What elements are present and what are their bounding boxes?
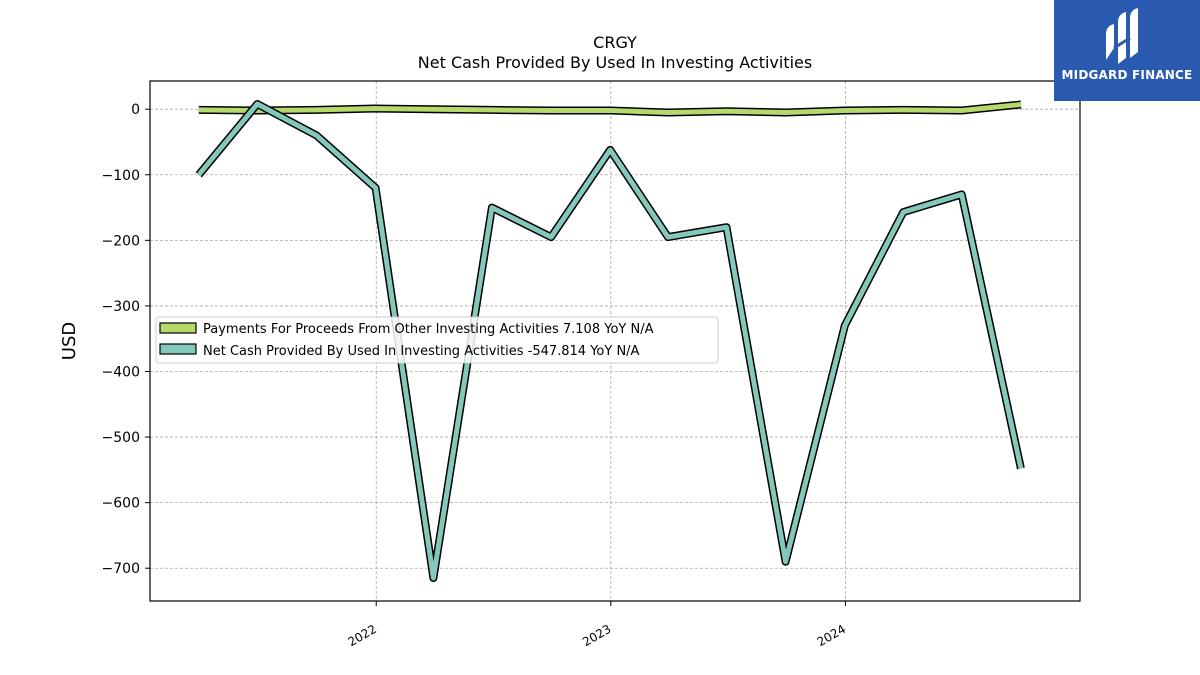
x-axis: 2022 2023 2024 [346, 601, 848, 649]
ytick-label: −400 [102, 364, 140, 380]
series-line-1 [196, 101, 1024, 581]
chart-subtitle: Net Cash Provided By Used In Investing A… [418, 53, 812, 72]
ytick-label: 0 [131, 102, 140, 118]
chart-title: CRGY [593, 33, 637, 52]
xtick-label: 2022 [346, 622, 379, 649]
ytick-label: −200 [102, 233, 140, 249]
legend-swatch-1 [159, 343, 197, 355]
series-line-0 [198, 102, 1022, 115]
legend: Payments For Proceeds From Other Investi… [155, 316, 719, 364]
plot-frame [149, 80, 1081, 602]
ytick-label: −600 [102, 496, 140, 512]
ytick-label: −100 [102, 168, 140, 184]
legend-label-1: Net Cash Provided By Used In Investing A… [203, 344, 640, 359]
legend-box [155, 316, 719, 364]
xtick-label: 2023 [580, 622, 613, 649]
xtick-label: 2024 [815, 622, 848, 649]
logo-mark-icon [1106, 8, 1138, 64]
logo-text: MIDGARD FINANCE [1061, 68, 1193, 82]
ytick-label: −300 [102, 299, 140, 315]
legend-label-0: Payments For Proceeds From Other Investi… [203, 322, 654, 337]
y-axis: 0 −100 −200 −300 −400 −500 −600 −700 [102, 102, 150, 577]
ytick-label: −500 [102, 430, 140, 446]
y-axis-label: USD [59, 322, 80, 360]
brand-logo: MIDGARD FINANCE [1054, 0, 1200, 101]
series-layer [195, 100, 1025, 582]
ytick-label: −700 [102, 561, 140, 577]
legend-swatch-0 [159, 322, 197, 334]
